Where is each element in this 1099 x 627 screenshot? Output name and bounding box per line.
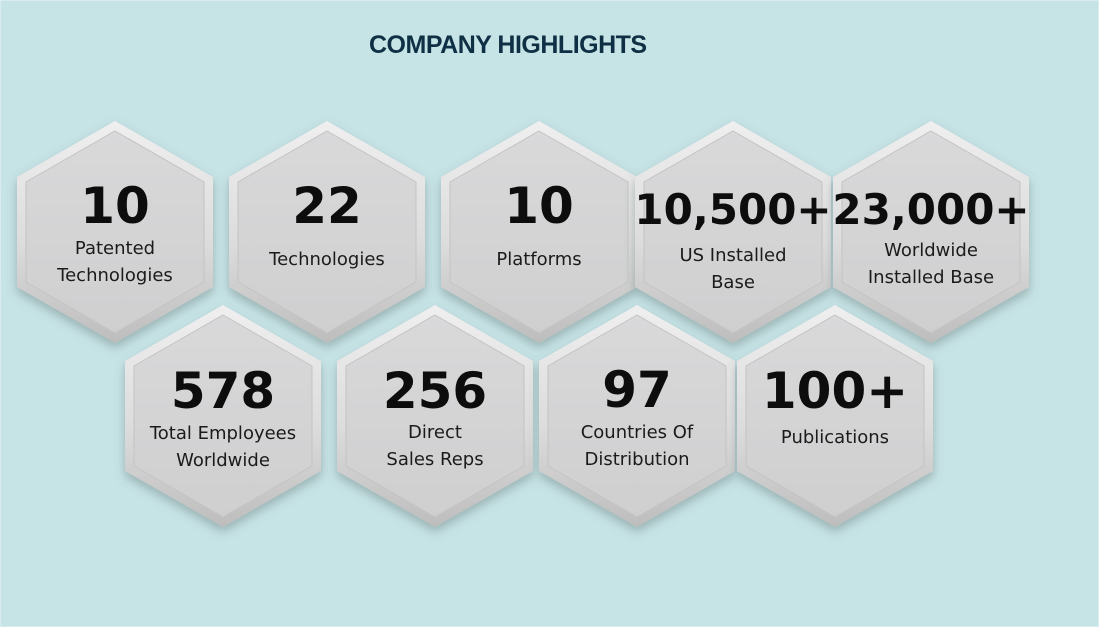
- highlight-label: Platforms: [496, 249, 582, 270]
- highlight-value: 10: [504, 177, 574, 235]
- highlight-publications: 100+ Publications: [735, 303, 935, 529]
- highlight-label: Publications: [780, 427, 890, 448]
- highlight-label: Total Employees Worldwide: [149, 423, 297, 471]
- highlight-label: Countries Of Distribution: [580, 422, 694, 470]
- highlight-value: 256: [382, 362, 488, 420]
- highlight-value: 22: [292, 177, 362, 235]
- highlight-us-installed-base: 10,500+ US Installed Base: [633, 119, 833, 345]
- highlight-value: 100+: [761, 362, 909, 420]
- highlight-total-employees: 578 Total Employees Worldwide: [123, 303, 323, 529]
- highlight-patented-technologies: 10 Patented Technologies: [15, 119, 215, 345]
- highlight-value: 578: [170, 362, 276, 420]
- highlight-value: 10,500+: [634, 185, 832, 234]
- highlight-technologies: 22 Technologies: [227, 119, 427, 345]
- highlight-label: Patented Technologies: [57, 238, 173, 286]
- highlight-direct-sales-reps: 256 Direct Sales Reps: [335, 303, 535, 529]
- highlight-label: Technologies: [269, 249, 385, 270]
- highlight-label: Worldwide Installed Base: [867, 240, 995, 288]
- highlight-value: 10: [80, 177, 150, 235]
- highlight-worldwide-installed-base: 23,000+ Worldwide Installed Base: [831, 119, 1031, 345]
- page-title: COMPANY HIGHLIGHTS: [369, 31, 647, 59]
- highlight-value: 97: [602, 361, 672, 419]
- highlight-label: US Installed Base: [679, 245, 787, 293]
- highlight-countries-of-distribution: 97 Countries Of Distribution: [537, 303, 737, 529]
- highlight-platforms: 10 Platforms: [439, 119, 639, 345]
- highlight-value: 23,000+: [832, 185, 1030, 234]
- highlight-label: Direct Sales Reps: [386, 422, 484, 470]
